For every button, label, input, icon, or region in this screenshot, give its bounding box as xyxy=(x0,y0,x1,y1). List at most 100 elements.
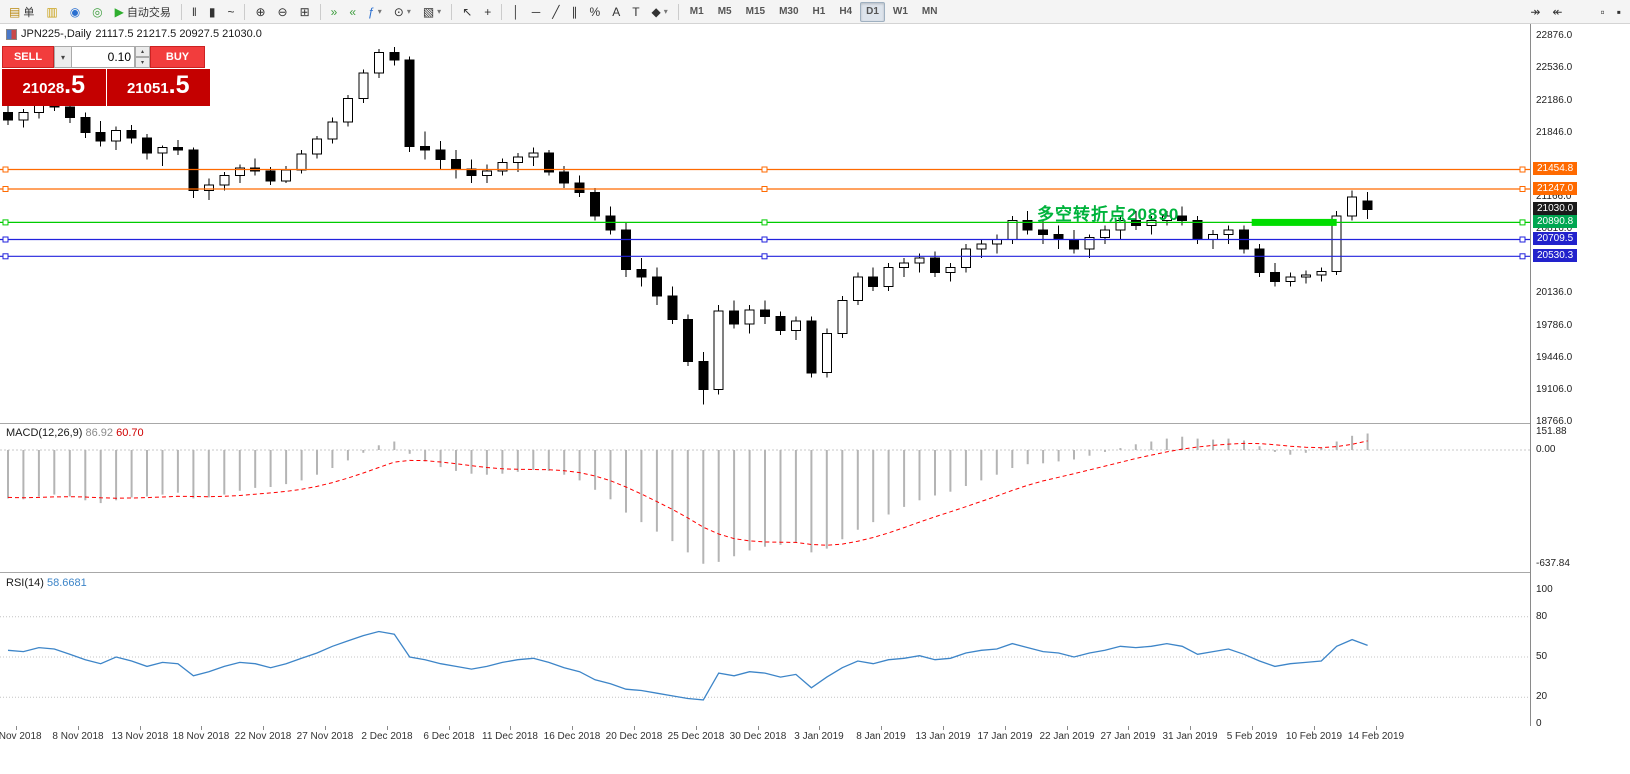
shapes-icon: ◆ xyxy=(651,4,661,19)
bar-chart-icon: ‖ xyxy=(191,4,197,19)
volume-dropdown-button[interactable]: ▾ xyxy=(54,46,72,68)
tile-windows-button[interactable]: ⊞ xyxy=(295,2,315,22)
timeframe-d1[interactable]: D1 xyxy=(860,1,885,22)
date-label: 8 Jan 2019 xyxy=(856,731,906,742)
timeframe-m15[interactable]: M15 xyxy=(740,2,771,22)
date-tick xyxy=(1067,726,1068,730)
main-price-chart[interactable] xyxy=(0,24,1530,423)
date-tick xyxy=(325,726,326,730)
periods-button[interactable]: ⊙ ▾ xyxy=(389,2,416,22)
text-icon: A xyxy=(612,4,621,19)
autotrading-button[interactable]: ▶ 自动交易 xyxy=(110,2,176,22)
chart-rewind-icon: ↞ xyxy=(1552,4,1563,19)
date-label: 22 Jan 2019 xyxy=(1039,731,1095,742)
date-label: 14 Feb 2019 xyxy=(1347,731,1405,742)
chart-shift-button[interactable]: « xyxy=(344,2,361,22)
candlestick-chart-button[interactable]: ▮ xyxy=(204,2,221,22)
sell-button[interactable]: SELL xyxy=(2,46,54,68)
price-tick: 22876.0 xyxy=(1536,30,1573,41)
timeframe-w1[interactable]: W1 xyxy=(887,2,914,22)
vertical-line-button[interactable]: │ xyxy=(507,2,525,22)
rsi-label: RSI(14) 58.6681 xyxy=(6,577,87,589)
profiles-button[interactable]: ▥ xyxy=(41,2,62,22)
volume-input[interactable] xyxy=(72,46,135,68)
date-tick xyxy=(510,726,511,730)
timeframe-h4[interactable]: H4 xyxy=(833,2,858,22)
date-label: 3 Jan 2019 xyxy=(794,731,844,742)
sell-price[interactable]: 21028 .5 xyxy=(2,69,106,106)
menu-button[interactable]: ▪ xyxy=(1612,2,1626,22)
buy-price-pips: .5 xyxy=(168,71,190,99)
zoom-in-button[interactable]: ⊕ xyxy=(250,2,270,22)
market-watch-button[interactable]: ◉ xyxy=(65,2,85,22)
bar-chart-button[interactable]: ‖ xyxy=(187,2,202,22)
chart-icon xyxy=(6,28,17,40)
cursor-icon: ↖ xyxy=(462,4,473,19)
timeframe-mn[interactable]: MN xyxy=(916,2,944,22)
macd-label: MACD(12,26,9) 86.92 60.70 xyxy=(6,427,144,439)
chart-rewind-button[interactable]: ↞ xyxy=(1547,2,1567,22)
toolbar-left: ▤ 单 ▥ ◉ ◎ ▶ 自动交易 ‖ ▮ ~ ⊕ ⊖ ⊞» «ƒ ▾ ⊙ ▾ ▧ ▾ ↖ + │ ─ ╱ ∥% A T ◆ ▾ M1 M5 M… xyxy=(3,1,944,22)
volume-down-button[interactable]: ▾ xyxy=(135,57,150,68)
text-label-button[interactable]: T xyxy=(627,2,644,22)
price-tick: 22186.0 xyxy=(1536,95,1573,106)
line-chart-button[interactable]: ~ xyxy=(222,2,239,22)
rsi-axis-label: 50 xyxy=(1536,651,1548,662)
navigator-icon: ◎ xyxy=(92,4,103,19)
fibonacci-button[interactable]: % xyxy=(585,2,606,22)
price-tick: 19106.0 xyxy=(1536,384,1573,395)
timeframe-m30[interactable]: M30 xyxy=(773,2,804,22)
date-label: 27 Nov 2018 xyxy=(296,731,354,742)
indicators-button[interactable]: ƒ ▾ xyxy=(363,2,387,22)
channel-icon: ∥ xyxy=(571,4,578,19)
tile-windows-icon: ⊞ xyxy=(299,4,310,19)
shapes-button[interactable]: ◆ ▾ xyxy=(647,2,673,22)
buy-price[interactable]: 21051 .5 xyxy=(106,69,210,106)
new-order-button[interactable]: ▤ 单 xyxy=(4,2,39,22)
trendline-button[interactable]: ╱ xyxy=(547,2,564,22)
zoom-out-button[interactable]: ⊖ xyxy=(273,2,293,22)
navigator-button[interactable]: ◎ xyxy=(87,2,107,22)
rsi-axis-label: 0 xyxy=(1536,718,1542,729)
auto-scroll-button[interactable]: » xyxy=(326,2,343,22)
date-tick xyxy=(758,726,759,730)
panel-separator[interactable] xyxy=(0,423,1630,424)
cursor-button[interactable]: ↖ xyxy=(457,2,477,22)
volume-up-button[interactable]: ▴ xyxy=(135,46,150,57)
market-watch-icon: ◉ xyxy=(69,4,81,19)
text-button[interactable]: A xyxy=(607,2,625,22)
indicators-caret-icon: ▾ xyxy=(377,7,382,16)
rsi-axis-label: 100 xyxy=(1536,584,1553,595)
timeframe-m5[interactable]: M5 xyxy=(712,2,738,22)
zoom-out-icon: ⊖ xyxy=(277,4,288,19)
timeframe-m1[interactable]: M1 xyxy=(684,2,710,22)
rsi-panel[interactable] xyxy=(0,573,1530,726)
symbol-period-label: JPN225-,Daily xyxy=(21,28,92,40)
macd-panel[interactable] xyxy=(0,424,1530,572)
date-label: 13 Jan 2019 xyxy=(915,731,971,742)
chart-forward-button[interactable]: ↠ xyxy=(1525,2,1545,22)
date-tick xyxy=(819,726,820,730)
date-tick xyxy=(1314,726,1315,730)
price-tick: 20136.0 xyxy=(1536,287,1573,298)
date-tick xyxy=(263,726,264,730)
buy-button[interactable]: BUY xyxy=(150,46,205,68)
date-tick xyxy=(881,726,882,730)
templates-icon: ▧ xyxy=(422,4,435,19)
profiles-icon: ▥ xyxy=(46,4,58,19)
crosshair-button[interactable]: + xyxy=(479,2,496,22)
date-label: 22 Nov 2018 xyxy=(234,731,292,742)
price-axis[interactable]: 22876.0 22536.0 22186.0 21846.0 21166.0 20816… xyxy=(1530,24,1630,746)
horizontal-line-button[interactable]: ─ xyxy=(527,2,546,22)
panel-separator[interactable] xyxy=(0,572,1630,573)
price-tick: 20816.0 xyxy=(1536,223,1573,234)
timeframe-m30-label: M30 xyxy=(779,6,799,17)
window-button[interactable]: ▫ xyxy=(1595,2,1609,22)
timeframe-h1[interactable]: H1 xyxy=(807,2,832,22)
templates-button[interactable]: ▧ ▾ xyxy=(418,2,446,22)
date-tick xyxy=(1128,726,1129,730)
date-label: 25 Dec 2018 xyxy=(667,731,725,742)
channel-button[interactable]: ∥ xyxy=(567,2,583,22)
